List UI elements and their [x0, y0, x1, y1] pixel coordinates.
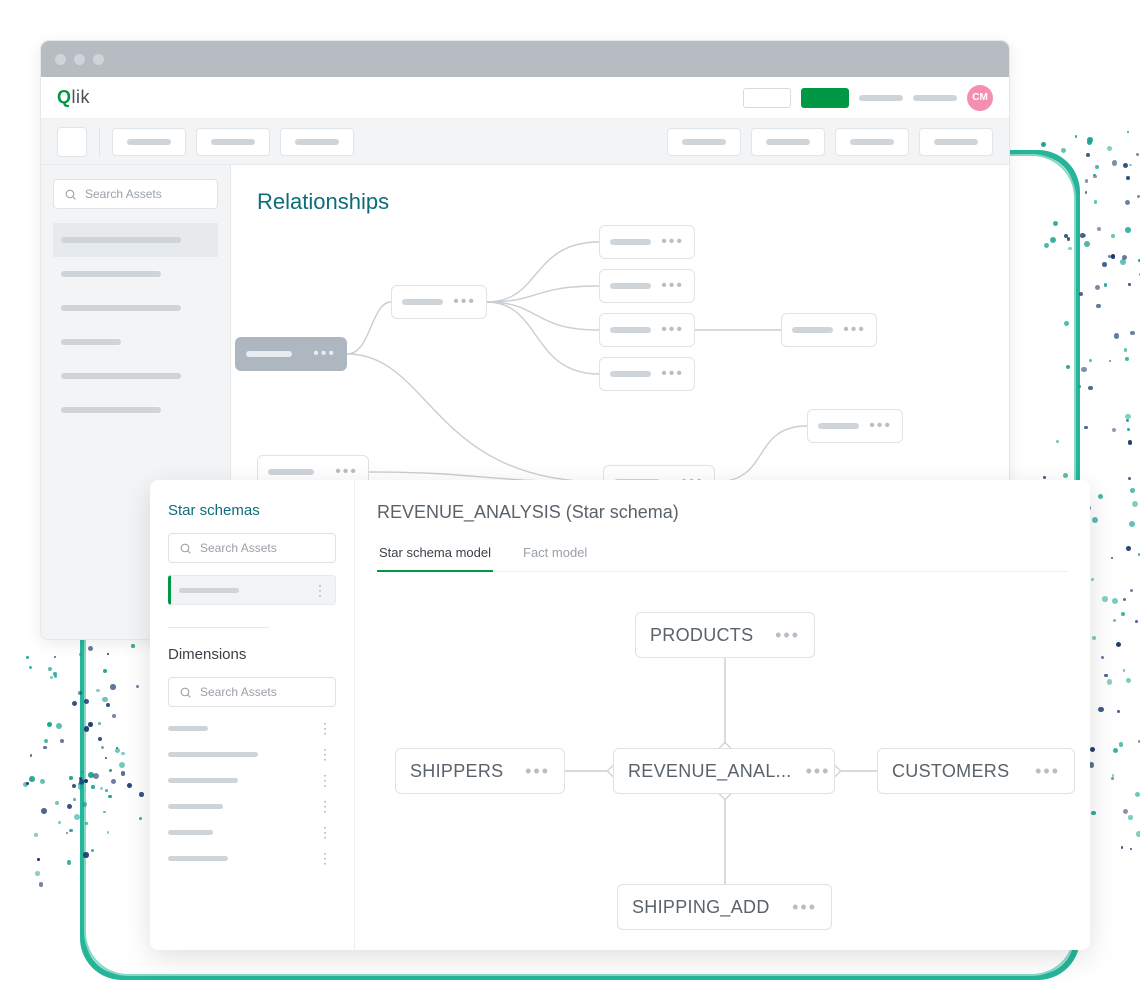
- search-icon: [64, 188, 77, 201]
- section-title-dimensions: Dimensions: [168, 646, 336, 663]
- more-icon[interactable]: •••: [335, 464, 358, 480]
- toolbar-button[interactable]: [751, 128, 825, 156]
- relationship-node[interactable]: •••: [599, 225, 695, 259]
- more-icon[interactable]: ⋮: [318, 851, 332, 865]
- sidebar-item[interactable]: [53, 393, 218, 427]
- more-icon[interactable]: ⋮: [313, 583, 327, 597]
- dimension-item[interactable]: ⋮: [168, 747, 336, 761]
- star-node-label: PRODUCTS: [650, 625, 753, 646]
- more-icon[interactable]: •••: [661, 366, 684, 382]
- logo-text: lik: [72, 87, 91, 107]
- sidebar-item[interactable]: [53, 257, 218, 291]
- relationship-node[interactable]: •••: [391, 285, 487, 319]
- sidebar-list: [53, 223, 218, 427]
- more-icon[interactable]: ⋮: [318, 721, 332, 735]
- search-input[interactable]: Search Assets: [168, 533, 336, 563]
- window-chrome: [41, 41, 1009, 77]
- search-placeholder: Search Assets: [85, 187, 162, 201]
- avatar[interactable]: CM: [967, 85, 993, 111]
- dimension-item[interactable]: ⋮: [168, 851, 336, 865]
- dimension-item[interactable]: ⋮: [168, 721, 336, 735]
- more-icon[interactable]: ⋮: [318, 799, 332, 813]
- toolbar-square-button[interactable]: [57, 127, 87, 157]
- more-icon[interactable]: ⋮: [318, 773, 332, 787]
- tab[interactable]: Fact model: [521, 537, 589, 571]
- section-title-star-schemas: Star schemas: [168, 502, 336, 519]
- star-node[interactable]: SHIPPING_ADD •••: [617, 884, 832, 930]
- more-icon[interactable]: ⋮: [318, 825, 332, 839]
- search-placeholder: Search Assets: [200, 685, 277, 699]
- search-icon: [179, 542, 192, 555]
- more-icon[interactable]: •••: [792, 897, 817, 918]
- app-logo: Qlik: [57, 87, 90, 108]
- more-icon[interactable]: •••: [806, 761, 831, 782]
- search-icon: [179, 686, 192, 699]
- more-icon[interactable]: •••: [313, 346, 336, 362]
- sidebar-item[interactable]: [53, 291, 218, 325]
- star-sidebar: Star schemas Search Assets ⋮ Dimensions …: [150, 480, 355, 950]
- more-icon[interactable]: •••: [1035, 761, 1060, 782]
- dimension-item[interactable]: ⋮: [168, 799, 336, 813]
- topbar: Qlik CM: [41, 77, 1009, 119]
- sidebar-item[interactable]: [53, 359, 218, 393]
- relationship-node[interactable]: •••: [781, 313, 877, 347]
- more-icon[interactable]: ⋮: [318, 747, 332, 761]
- topbar-skeleton: [859, 95, 903, 101]
- more-icon[interactable]: •••: [453, 294, 476, 310]
- tabs: Star schema model Fact model: [377, 537, 1068, 572]
- divider: [168, 627, 269, 628]
- selected-schema-item[interactable]: ⋮: [168, 575, 336, 605]
- toolbar-button[interactable]: [667, 128, 741, 156]
- star-node[interactable]: SHIPPERS •••: [395, 748, 565, 794]
- traffic-light-dot: [93, 54, 104, 65]
- sidebar-item[interactable]: [53, 325, 218, 359]
- panel-title: REVENUE_ANALYSIS (Star schema): [377, 502, 1068, 523]
- sidebar-item[interactable]: [53, 223, 218, 257]
- star-node[interactable]: REVENUE_ANAL... •••: [613, 748, 835, 794]
- star-node-label: SHIPPERS: [410, 761, 503, 782]
- topbar-pill-primary[interactable]: [801, 88, 849, 108]
- dimensions-list: ⋮ ⋮ ⋮ ⋮ ⋮ ⋮: [168, 721, 336, 865]
- search-placeholder: Search Assets: [200, 541, 277, 555]
- toolbar-button[interactable]: [280, 128, 354, 156]
- window-star-schema: Star schemas Search Assets ⋮ Dimensions …: [150, 480, 1090, 950]
- traffic-light-dot: [74, 54, 85, 65]
- star-node-label: REVENUE_ANAL...: [628, 761, 792, 782]
- topbar-pill[interactable]: [743, 88, 791, 108]
- topbar-right: CM: [743, 85, 993, 111]
- star-node[interactable]: CUSTOMERS •••: [877, 748, 1075, 794]
- search-input[interactable]: Search Assets: [168, 677, 336, 707]
- search-input[interactable]: Search Assets: [53, 179, 218, 209]
- relationship-node[interactable]: •••: [807, 409, 903, 443]
- star-main-panel: REVENUE_ANALYSIS (Star schema) Star sche…: [355, 480, 1090, 950]
- more-icon[interactable]: •••: [525, 761, 550, 782]
- dimension-item[interactable]: ⋮: [168, 773, 336, 787]
- toolbar-button[interactable]: [835, 128, 909, 156]
- toolbar-button[interactable]: [112, 128, 186, 156]
- traffic-light-dot: [55, 54, 66, 65]
- more-icon[interactable]: •••: [661, 278, 684, 294]
- topbar-skeleton: [913, 95, 957, 101]
- more-icon[interactable]: •••: [869, 418, 892, 434]
- toolbar-divider: [99, 128, 100, 156]
- star-node-label: CUSTOMERS: [892, 761, 1009, 782]
- more-icon[interactable]: •••: [661, 322, 684, 338]
- relationship-node[interactable]: •••: [599, 357, 695, 391]
- more-icon[interactable]: •••: [775, 625, 800, 646]
- tab[interactable]: Star schema model: [377, 537, 493, 572]
- relationship-node[interactable]: •••: [599, 313, 695, 347]
- toolbar-button[interactable]: [196, 128, 270, 156]
- more-icon[interactable]: •••: [661, 234, 684, 250]
- toolbar: [41, 119, 1009, 165]
- more-icon[interactable]: •••: [843, 322, 866, 338]
- toolbar-button[interactable]: [919, 128, 993, 156]
- relationship-node[interactable]: •••: [235, 337, 347, 371]
- star-schema-canvas: PRODUCTS ••• SHIPPERS ••• REVENUE_ANAL... •••…: [377, 572, 1068, 932]
- dimension-item[interactable]: ⋮: [168, 825, 336, 839]
- star-node[interactable]: PRODUCTS •••: [635, 612, 815, 658]
- relationship-node[interactable]: •••: [599, 269, 695, 303]
- star-node-label: SHIPPING_ADD: [632, 897, 770, 918]
